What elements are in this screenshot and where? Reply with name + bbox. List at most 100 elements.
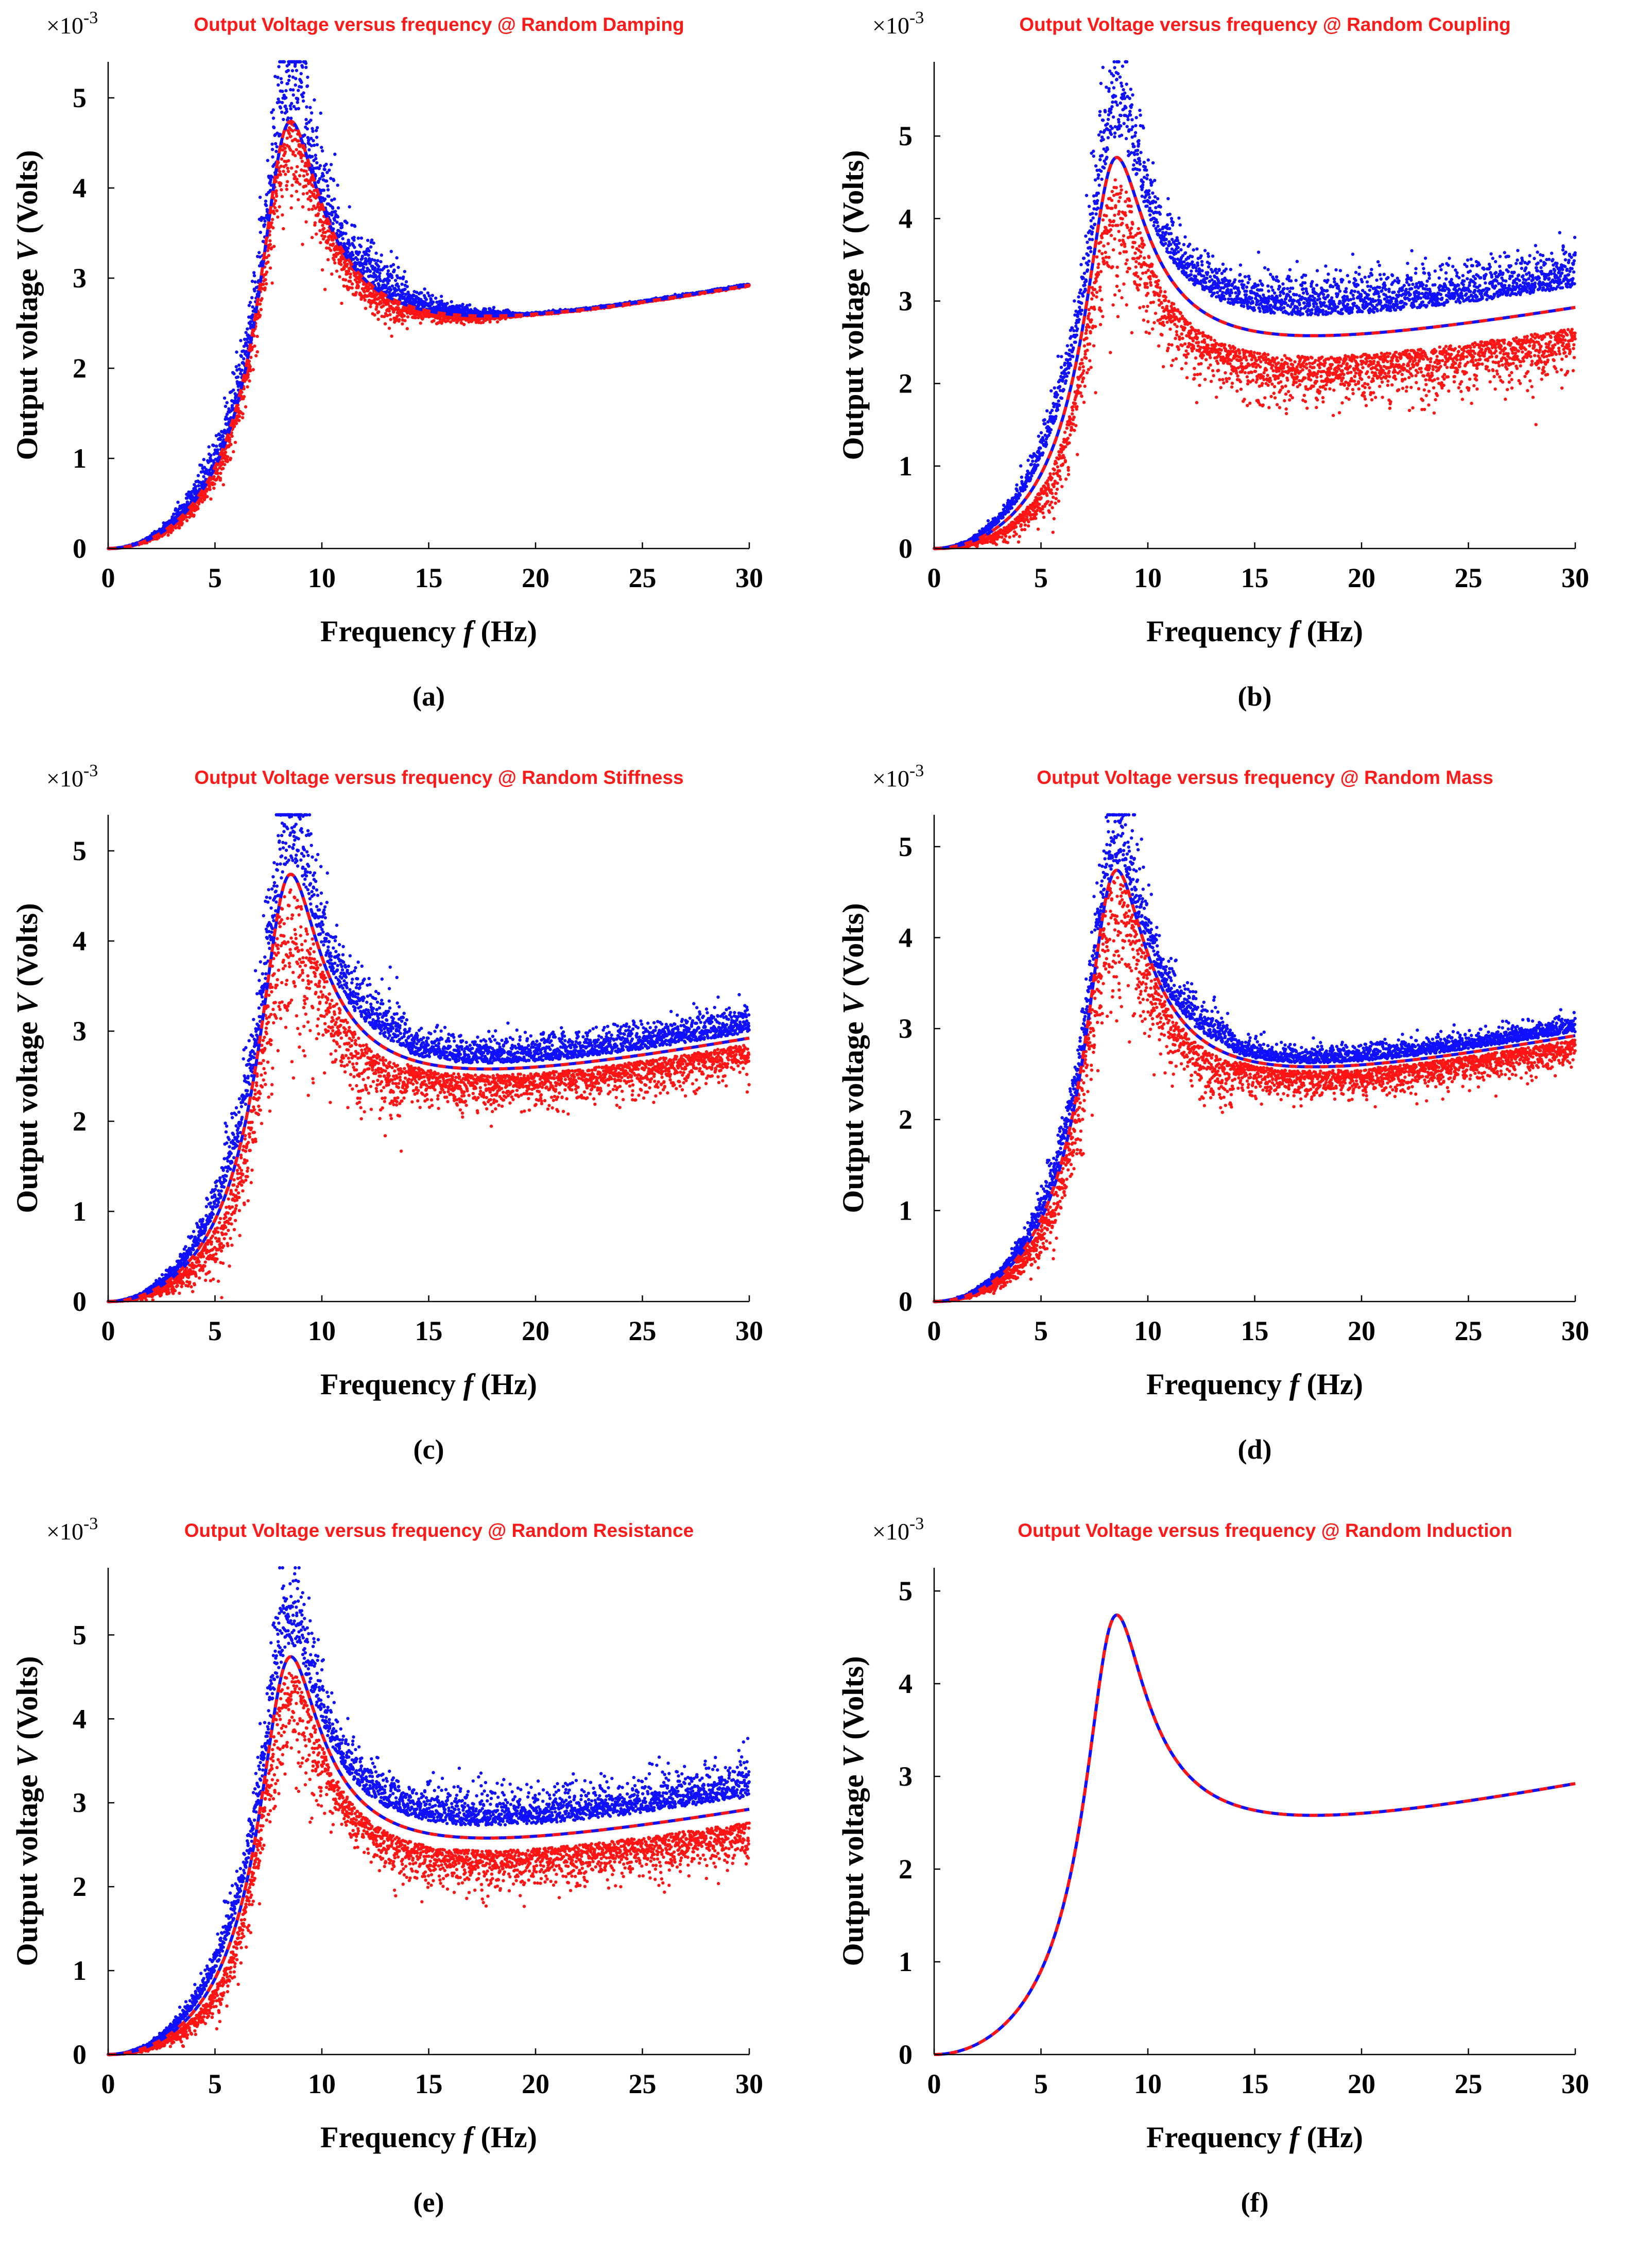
data-point-lower: [438, 317, 442, 321]
data-point-upper: [277, 97, 280, 101]
data-point-upper: [395, 256, 399, 260]
data-point-upper: [315, 135, 319, 139]
data-point-lower: [230, 431, 233, 435]
data-point-upper: [330, 213, 334, 217]
data-point-upper: [318, 164, 322, 167]
data-point-lower: [379, 301, 383, 305]
data-point-lower: [223, 450, 228, 454]
data-point-lower: [285, 180, 289, 183]
data-point-upper: [324, 162, 328, 166]
data-point-lower: [301, 192, 305, 196]
data-point-lower: [185, 519, 189, 522]
data-point-upper: [492, 305, 496, 310]
data-point-upper: [329, 163, 333, 166]
data-point-lower: [419, 321, 422, 325]
data-point-upper: [329, 177, 333, 180]
data-point-upper: [488, 307, 492, 311]
data-point-upper: [401, 292, 405, 296]
data-point-upper: [393, 279, 398, 282]
data-point-lower: [221, 467, 225, 470]
data-point-upper: [345, 221, 349, 225]
data-point-upper: [348, 243, 351, 247]
data-point-upper: [200, 464, 203, 467]
data-point-lower: [226, 455, 230, 458]
data-point-lower: [213, 482, 216, 486]
data-point-lower: [276, 215, 280, 219]
data-point-lower: [259, 307, 263, 312]
data-point-upper: [290, 69, 295, 73]
data-point-lower: [298, 182, 302, 186]
data-point-lower: [249, 355, 253, 359]
data-point-lower: [348, 276, 352, 279]
data-point-upper: [266, 159, 269, 162]
data-point-lower: [417, 316, 420, 319]
data-point-lower: [284, 173, 287, 176]
data-point-upper: [304, 65, 308, 69]
data-point-upper: [273, 75, 277, 78]
data-point-lower: [294, 170, 298, 174]
data-point-lower: [307, 208, 311, 211]
data-point-lower: [274, 192, 278, 196]
data-point-lower: [334, 254, 338, 259]
data-point-lower: [304, 220, 308, 224]
data-point-upper: [300, 80, 303, 84]
data-point-lower: [272, 202, 277, 206]
data-point-lower: [320, 234, 324, 237]
data-point-upper: [286, 116, 290, 120]
data-point-upper: [252, 274, 256, 278]
data-point-lower: [293, 175, 297, 179]
data-point-upper: [356, 236, 360, 240]
data-point-upper: [237, 363, 241, 367]
data-point-upper: [294, 62, 297, 66]
data-point-upper: [296, 97, 300, 101]
data-point-upper: [426, 291, 430, 295]
data-point-lower: [278, 170, 282, 174]
data-point-upper: [212, 443, 216, 448]
data-point-lower: [387, 309, 391, 313]
data-point-lower: [255, 334, 259, 338]
data-point-lower: [254, 354, 258, 357]
data-point-upper: [247, 315, 251, 319]
data-point-upper: [355, 250, 359, 254]
data-point-lower: [319, 241, 322, 245]
data-point-upper: [284, 104, 287, 108]
data-point-lower: [321, 237, 325, 241]
data-point-upper: [327, 195, 331, 198]
data-point-lower: [278, 205, 281, 209]
data-point-lower: [401, 322, 404, 326]
data-point-lower: [297, 198, 300, 201]
data-point-upper: [341, 237, 345, 241]
data-point-lower: [295, 190, 299, 193]
data-point-upper: [400, 282, 404, 286]
data-point-upper: [282, 117, 285, 122]
data-point-upper: [274, 149, 278, 153]
data-point-lower: [216, 472, 219, 475]
data-point-lower: [318, 229, 322, 232]
data-point-upper: [274, 142, 278, 146]
data-point-lower: [403, 319, 407, 322]
data-point-upper: [272, 126, 276, 129]
data-point-lower: [363, 298, 367, 302]
data-point-lower: [222, 463, 227, 467]
data-point-upper: [377, 265, 381, 268]
data-point-lower: [265, 270, 269, 274]
data-point-lower: [282, 143, 286, 146]
data-point-lower: [234, 422, 238, 425]
data-point-upper: [289, 107, 292, 111]
data-point-upper: [287, 78, 291, 82]
data-point-lower: [190, 511, 194, 515]
data-point-lower: [349, 272, 352, 276]
data-point-upper: [403, 287, 407, 291]
data-point-upper: [357, 250, 362, 254]
data-point-lower: [340, 301, 343, 305]
data-point-upper: [336, 206, 340, 210]
data-point-upper: [297, 89, 300, 92]
data-point-upper: [404, 280, 408, 284]
data-point-lower: [440, 321, 443, 325]
data-point-lower: [291, 150, 295, 154]
data-point-lower: [287, 132, 291, 135]
data-point-lower: [315, 232, 318, 236]
data-point-upper: [344, 232, 348, 235]
data-point-upper: [209, 459, 213, 463]
data-point-lower: [311, 208, 314, 211]
